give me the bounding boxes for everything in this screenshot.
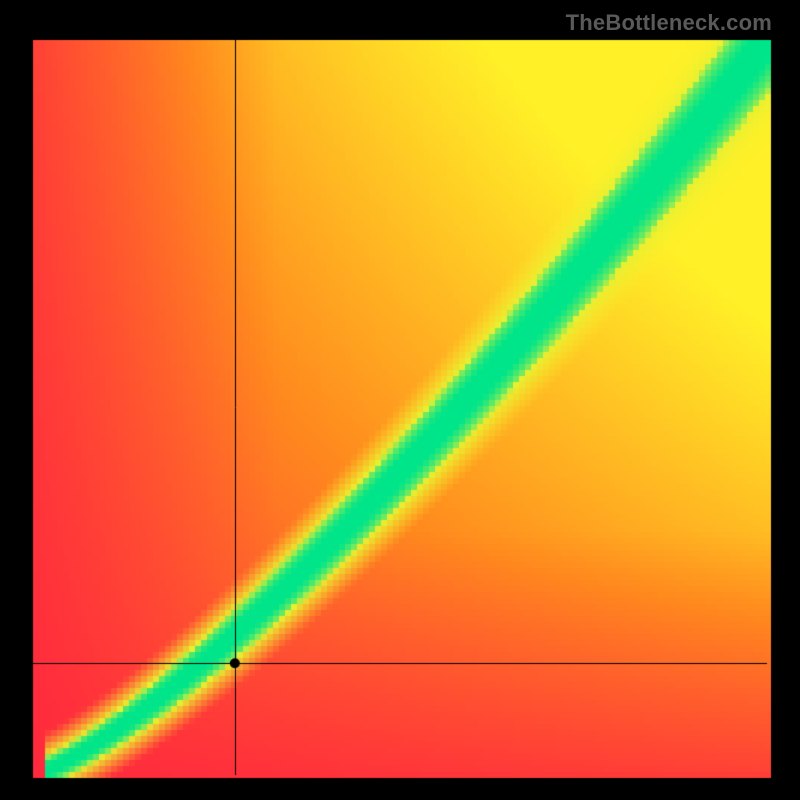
bottleneck-heatmap xyxy=(0,0,800,800)
watermark-text: TheBottleneck.com xyxy=(566,10,772,36)
